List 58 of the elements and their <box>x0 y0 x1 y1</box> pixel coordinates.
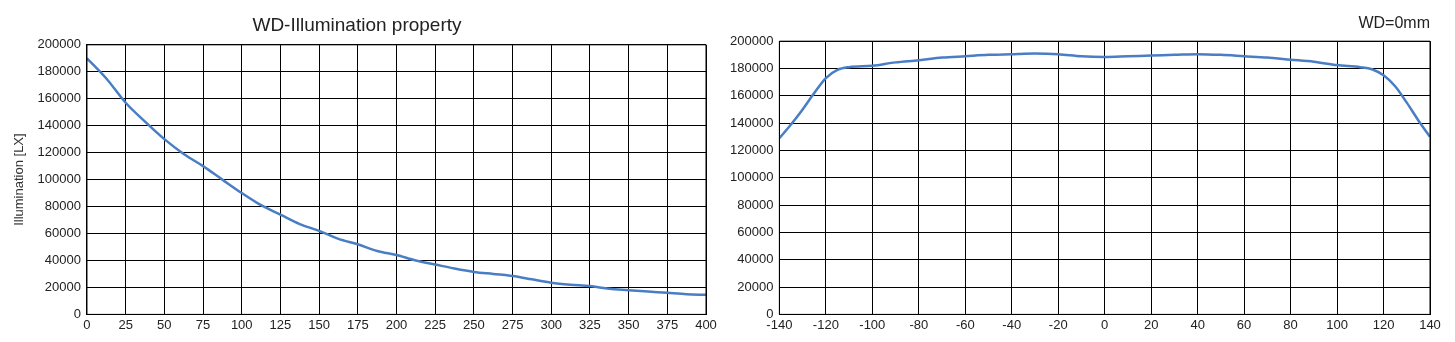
x-tick-label: 225 <box>424 316 447 332</box>
x-tick-label: -120 <box>812 316 839 332</box>
chart-title: WD=0mm <box>1358 14 1430 32</box>
x-tick-label: 80 <box>1283 316 1298 332</box>
x-tick-label: 200 <box>385 316 408 332</box>
x-tick-label: -80 <box>909 316 929 332</box>
x-tick-label: 325 <box>579 316 601 332</box>
y-tick-label: 60000 <box>737 224 774 240</box>
x-tick-label: -20 <box>1048 316 1068 332</box>
y-tick-label: 120000 <box>729 142 774 158</box>
y-tick-label: 200000 <box>729 32 774 48</box>
x-tick-label: 275 <box>501 316 524 332</box>
y-tick-label: 0 <box>73 305 81 321</box>
y-tick-label: 160000 <box>729 87 774 103</box>
x-tick-label: 250 <box>463 316 485 332</box>
x-tick-label: 40 <box>1190 316 1205 332</box>
y-tick-label: 100000 <box>729 169 774 185</box>
x-tick-label: 50 <box>157 316 172 332</box>
y-tick-label: 140000 <box>729 114 774 130</box>
x-tick-label: 175 <box>346 316 369 332</box>
chart-title: WD-Illumination property <box>252 13 463 35</box>
y-tick-label: 100000 <box>37 171 81 187</box>
x-tick-label: 150 <box>308 316 330 332</box>
x-tick-label: 125 <box>269 316 292 332</box>
y-tick-label: 180000 <box>729 60 774 76</box>
y-tick-label: 140000 <box>37 117 81 133</box>
y-tick-label: 60000 <box>44 225 81 241</box>
y-tick-label: 0 <box>766 305 774 321</box>
x-tick-label: -40 <box>1002 316 1022 332</box>
y-tick-label: 40000 <box>44 252 81 268</box>
x-tick-label: 20 <box>1143 316 1159 332</box>
x-tick-label: 0 <box>1101 316 1109 332</box>
y-tick-label: 120000 <box>37 144 81 160</box>
line-series <box>779 52 1430 140</box>
x-tick-label: 120 <box>1372 316 1395 332</box>
y-tick-label: 40000 <box>737 251 774 267</box>
x-tick-label: 375 <box>656 316 679 332</box>
x-tick-label: 60 <box>1236 316 1252 332</box>
x-tick-label: 300 <box>540 316 563 332</box>
y-tick-label: 20000 <box>44 279 81 295</box>
y-tick-label: 20000 <box>737 278 774 294</box>
x-tick-label: 75 <box>195 316 211 332</box>
y-tick-label: 180000 <box>37 63 81 79</box>
x-tick-label: 140 <box>1419 316 1441 332</box>
x-tick-label: -60 <box>955 316 975 332</box>
x-tick-label: -100 <box>859 316 886 332</box>
x-tick-label: 400 <box>695 316 717 332</box>
x-tick-label: 350 <box>617 316 640 332</box>
y-tick-label: 80000 <box>44 198 81 214</box>
x-tick-label: 0 <box>83 316 91 332</box>
x-tick-label: 25 <box>118 316 133 332</box>
y-axis-title: Illumination [LX] <box>11 133 27 226</box>
y-tick-label: 160000 <box>37 90 81 106</box>
y-tick-label: 200000 <box>37 36 81 52</box>
y-tick-label: 80000 <box>737 196 774 212</box>
line-series <box>86 57 706 297</box>
x-tick-label: 100 <box>230 316 253 332</box>
x-tick-label: 100 <box>1326 316 1348 332</box>
